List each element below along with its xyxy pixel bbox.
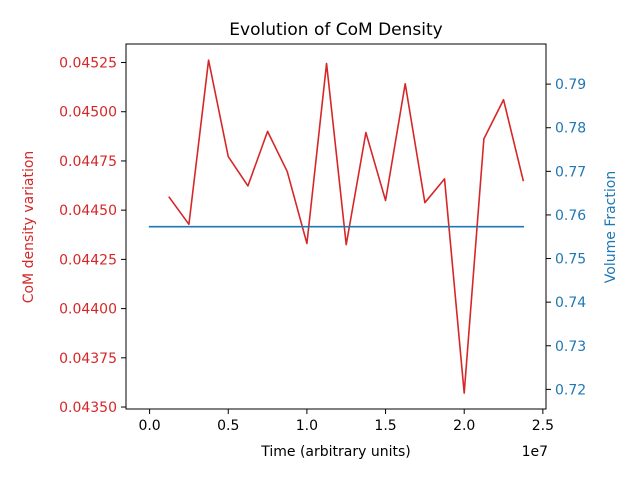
com-density-line <box>168 59 525 394</box>
series-layer <box>148 59 525 394</box>
y-left-tick-label: 0.04525 <box>59 56 117 72</box>
x-axis-label: Time (arbitrary units) <box>260 444 410 460</box>
y-right-tick-label: 0.72 <box>555 382 586 398</box>
x-tick-label: 0.0 <box>138 418 160 434</box>
y-left-tick-label: 0.04350 <box>59 400 117 416</box>
y-left-tick-label: 0.04500 <box>59 105 117 121</box>
y-right-tick-label: 0.78 <box>555 121 586 137</box>
plot-frame <box>125 43 547 410</box>
y-right-tick-label: 0.74 <box>555 295 586 311</box>
y-left-tick-label: 0.04475 <box>59 154 117 170</box>
x-tick-label: 1.0 <box>296 418 318 434</box>
x-ticks: 0.0 0.5 1.0 1.5 2.0 2.5 <box>138 409 554 434</box>
y-right-tick-label: 0.79 <box>555 77 586 93</box>
y-left-axis-label: CoM density variation <box>21 151 37 304</box>
y-right-ticks: 0.72 0.73 0.74 0.75 0.76 0.77 0.78 0.79 <box>546 77 586 398</box>
x-tick-label: 2.5 <box>532 418 554 434</box>
y-right-tick-label: 0.77 <box>555 164 586 180</box>
y-right-axis-label: Volume Fraction <box>603 171 619 283</box>
y-left-tick-label: 0.04450 <box>59 203 117 219</box>
x-offset-label: 1e7 <box>522 444 548 460</box>
y-right-tick-label: 0.75 <box>555 252 586 268</box>
y-right-tick-label: 0.73 <box>555 339 586 355</box>
y-right-tick-label: 0.76 <box>555 208 586 224</box>
x-tick-label: 2.0 <box>453 418 475 434</box>
y-left-ticks: 0.04350 0.04375 0.04400 0.04425 0.04450 0.044… <box>59 56 126 416</box>
y-left-tick-label: 0.04400 <box>59 302 117 318</box>
y-left-tick-label: 0.04375 <box>59 351 117 367</box>
x-tick-label: 1.5 <box>374 418 396 434</box>
y-left-tick-label: 0.04425 <box>59 252 117 268</box>
chart-title: Evolution of CoM Density <box>229 20 442 40</box>
x-tick-label: 0.5 <box>217 418 239 434</box>
